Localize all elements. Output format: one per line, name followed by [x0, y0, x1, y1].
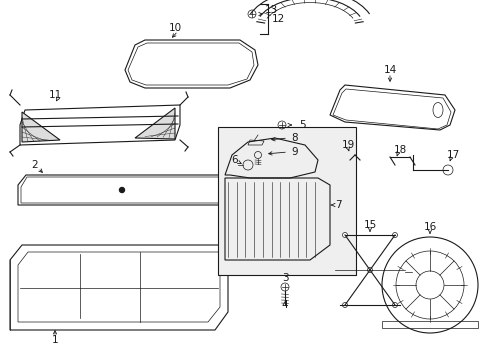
Text: 11: 11 — [48, 90, 61, 100]
Text: 17: 17 — [446, 150, 459, 160]
Circle shape — [392, 302, 397, 307]
Text: 16: 16 — [423, 222, 436, 232]
Polygon shape — [22, 112, 60, 142]
Circle shape — [392, 233, 397, 238]
Text: 13: 13 — [264, 5, 277, 15]
Text: 12: 12 — [271, 14, 284, 24]
Text: 4: 4 — [281, 300, 288, 310]
Text: 9: 9 — [291, 147, 298, 157]
Text: 1: 1 — [52, 335, 58, 345]
Text: 19: 19 — [341, 140, 354, 150]
Bar — [218, 127, 355, 275]
Circle shape — [342, 233, 347, 238]
Text: 14: 14 — [383, 65, 396, 75]
Text: 10: 10 — [168, 23, 181, 33]
Text: 5: 5 — [298, 120, 305, 130]
Circle shape — [342, 302, 347, 307]
Circle shape — [367, 267, 372, 273]
Text: 7: 7 — [334, 200, 341, 210]
Text: 15: 15 — [363, 220, 376, 230]
Polygon shape — [135, 108, 175, 139]
Text: 8: 8 — [291, 133, 298, 143]
Text: 3: 3 — [281, 273, 288, 283]
Text: 6: 6 — [231, 155, 238, 165]
Circle shape — [119, 188, 124, 193]
Text: 2: 2 — [32, 160, 38, 170]
Text: 18: 18 — [392, 145, 406, 155]
